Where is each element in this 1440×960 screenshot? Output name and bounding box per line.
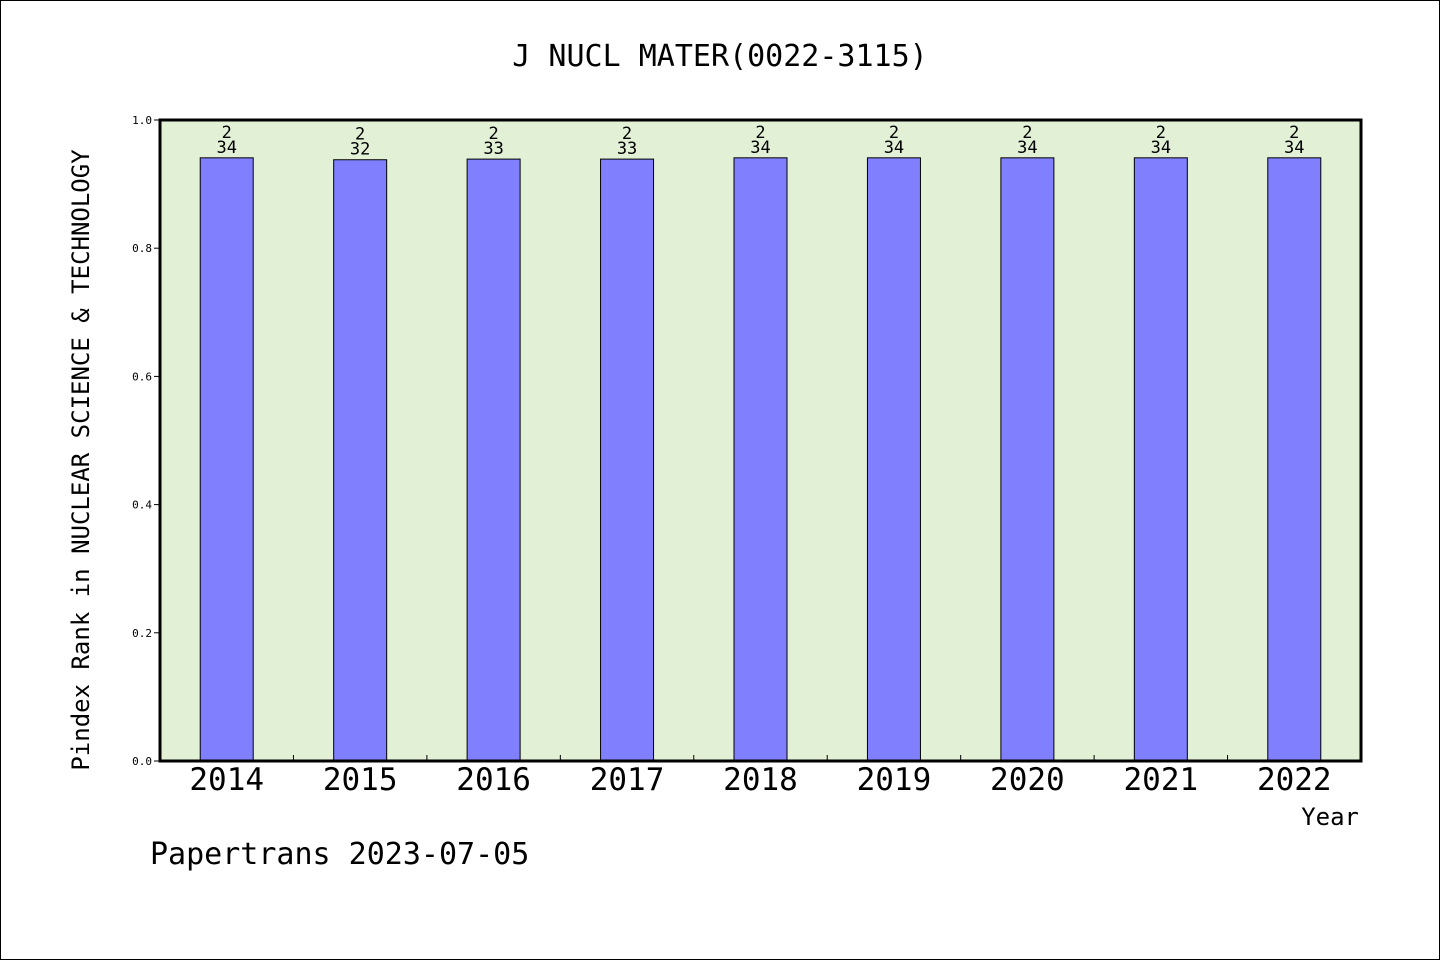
x-tick-label-2014: 2014 <box>189 762 264 798</box>
bar-2019 <box>866 157 921 762</box>
data-label-bottom-2014: 34 <box>216 138 236 158</box>
x-tick-label-2015: 2015 <box>323 762 398 798</box>
ticks-layer: 2014 2015 2016 2017 2018 2019 2020 2021 2022 0.0 0… <box>132 114 1331 798</box>
y-tick-label-1.0: 1.0 <box>132 114 152 127</box>
data-label-top-2020: 2 <box>1022 123 1032 143</box>
x-axis-label: Year <box>1301 803 1359 831</box>
x-tick-label-2021: 2021 <box>1124 762 1199 798</box>
x-tick-label-2017: 2017 <box>590 762 665 798</box>
x-tick-label-2022: 2022 <box>1257 762 1332 798</box>
bar-2014 <box>199 157 254 762</box>
y-tick-label-0.8: 0.8 <box>132 242 152 255</box>
data-label-bottom-2018: 34 <box>750 138 770 158</box>
x-tick-label-2018: 2018 <box>723 762 798 798</box>
y-tick-label-0.2: 0.2 <box>132 627 152 640</box>
bar-2018 <box>733 157 788 762</box>
data-label-bottom-2019: 34 <box>884 138 904 158</box>
bar-2016 <box>466 158 521 762</box>
data-label-top-2019: 2 <box>889 123 899 143</box>
data-label-top-2018: 2 <box>755 123 765 143</box>
x-tick-label-2016: 2016 <box>456 762 531 798</box>
data-label-bottom-2021: 34 <box>1151 138 1171 158</box>
bar-2017 <box>600 158 655 762</box>
footer-text: Papertrans 2023-07-05 <box>150 837 529 872</box>
data-label-top-2015: 2 <box>355 125 365 145</box>
bar-2021 <box>1133 157 1188 762</box>
y-tick-label-0.4: 0.4 <box>132 499 152 512</box>
data-label-bottom-2020: 34 <box>1017 138 1037 158</box>
x-tick-label-2019: 2019 <box>857 762 932 798</box>
data-label-top-2021: 2 <box>1156 123 1166 143</box>
y-axis-label: Pindex Rank in NUCLEAR SCIENCE & TECHNOL… <box>67 149 95 771</box>
chart-title: J NUCL MATER(0022-3115) <box>512 39 927 74</box>
data-label-bottom-2016: 33 <box>483 139 503 159</box>
data-label-bottom-2022: 34 <box>1284 138 1304 158</box>
plot-border <box>158 118 1363 763</box>
data-label-bottom-2017: 33 <box>617 139 637 159</box>
data-label-top-2017: 2 <box>622 124 632 144</box>
data-label-bottom-2015: 32 <box>350 140 370 160</box>
data-label-top-2014: 2 <box>222 123 232 143</box>
x-tick-label-2020: 2020 <box>990 762 1065 798</box>
bar-2015 <box>333 159 388 762</box>
bar-2022 <box>1267 157 1322 762</box>
y-tick-label-0.0: 0.0 <box>132 755 152 768</box>
data-label-top-2022: 2 <box>1289 123 1299 143</box>
data-label-top-2016: 2 <box>488 124 498 144</box>
y-tick-label-0.6: 0.6 <box>132 370 152 383</box>
bar-2020 <box>1000 157 1055 762</box>
